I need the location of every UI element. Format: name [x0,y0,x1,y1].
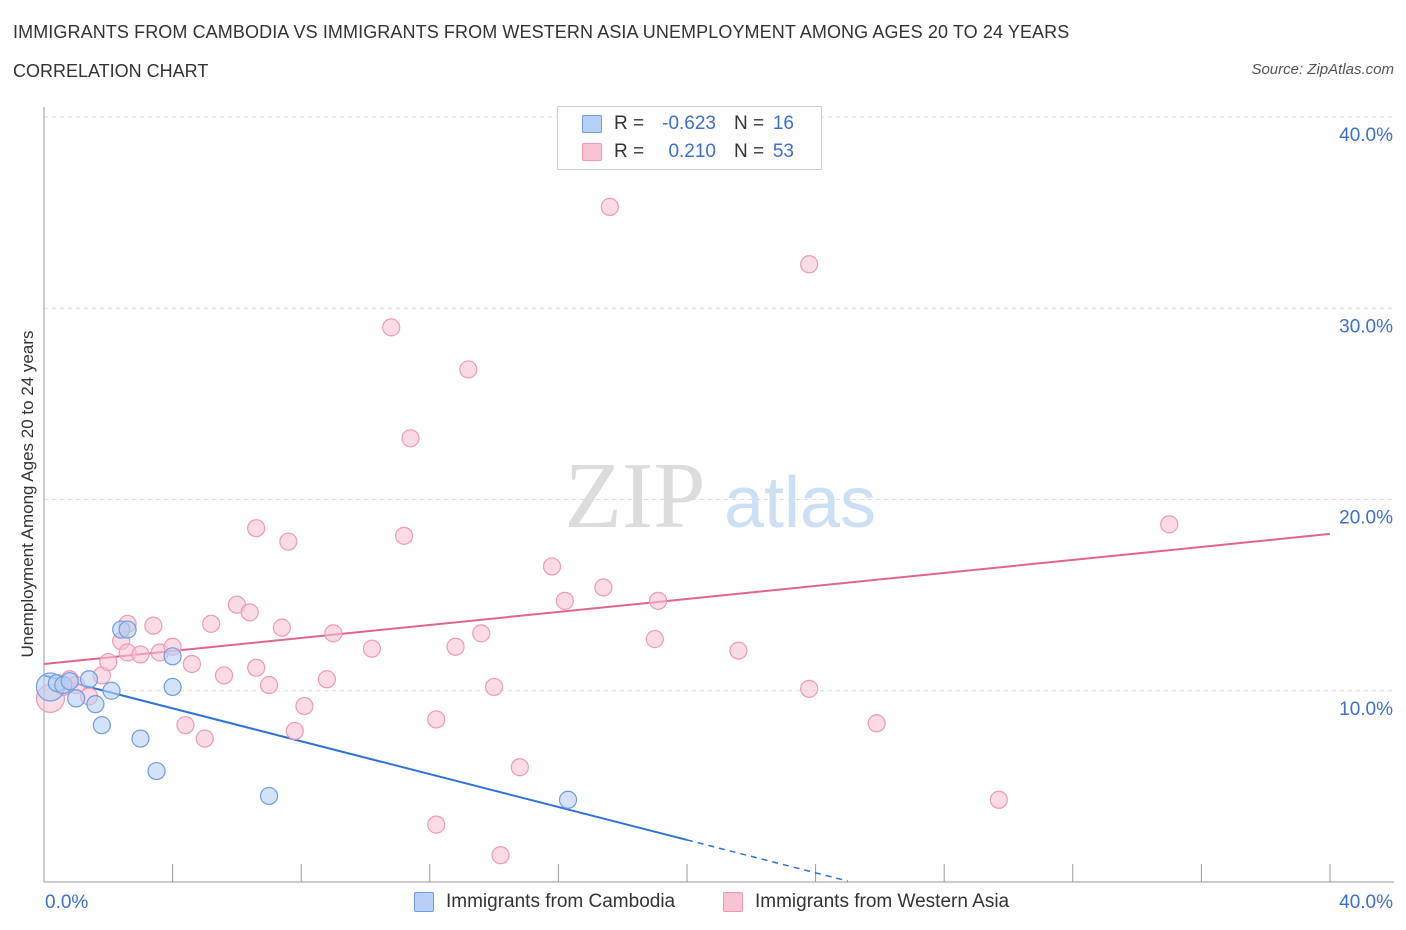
point-cambodia [163,677,182,697]
trend-line-cambodia [43,674,688,841]
y-tick-label: 10.0% [1339,699,1393,720]
legend-row-western-asia: R = 0.210 N = 53 [582,138,794,166]
point-western-asia [600,197,619,216]
point-western-asia [800,255,819,274]
trend-lines [43,532,1331,882]
legend-r-value-cambodia: -0.623 [662,113,716,134]
point-western-asia [195,729,214,748]
point-western-asia [867,714,886,733]
point-cambodia [79,670,99,689]
point-cambodia [147,761,166,781]
point-cambodia [102,681,121,700]
point-western-asia [362,639,382,658]
point-western-asia [176,716,195,735]
point-cambodia [67,689,86,708]
source-credit: Source: ZipAtlas.com [1251,61,1394,78]
point-western-asia [729,641,748,660]
point-western-asia [285,721,304,741]
point-western-asia [247,519,266,538]
point-western-asia [382,318,401,337]
point-western-asia [272,618,292,637]
point-western-asia [648,591,668,610]
point-western-asia [214,666,234,685]
point-western-asia [144,616,163,635]
legend-swatch-cambodia [582,115,602,133]
point-western-asia [1160,515,1179,534]
chart-title: IMMIGRANTS FROM CAMBODIA VS IMMIGRANTS F… [13,22,1070,42]
point-cambodia [60,672,79,691]
point-western-asia [472,624,491,643]
point-cambodia [92,716,111,735]
legend-r-label: R = [614,141,645,162]
chart-subtitle: CORRELATION CHART [13,61,209,81]
legend-row-cambodia: R = -0.623 N = 16 [582,110,794,138]
point-western-asia [279,532,298,551]
axes [43,107,1394,883]
point-western-asia [401,429,420,448]
point-western-asia [491,846,510,865]
legend-r-label: R = [614,113,645,134]
legend-n-value-cambodia: 16 [772,113,794,134]
point-western-asia [800,679,819,698]
point-cambodia [131,729,150,748]
point-cambodia [163,647,182,666]
point-western-asia [459,360,478,379]
bottom-legend-label-cambodia: Immigrants from Cambodia [446,891,676,912]
point-western-asia [427,710,446,729]
watermark-zip: ZIP [565,444,706,548]
legend-n-value-western-asia: 53 [772,141,794,162]
watermark: ZIP atlas [565,444,877,548]
point-western-asia [594,578,613,597]
legend-n-label: N = [734,113,765,134]
point-western-asia [485,677,504,697]
data-points [35,197,1179,865]
point-western-asia [645,630,664,649]
legend-n-label: N = [734,141,765,162]
point-western-asia [446,637,465,656]
point-cambodia [558,790,578,809]
trend-line-western-asia [43,532,1331,665]
trend-line-cambodia-extrapolated [686,839,848,882]
point-western-asia [259,675,279,695]
point-western-asia [202,614,221,633]
point-western-asia [542,557,562,576]
watermark-atlas: atlas [724,463,876,543]
axis-ticks: 10.0% 20.0% 30.0% 40.0% 0.0% 40.0% [43,125,1393,913]
bottom-legend-swatch-cambodia [414,892,434,912]
point-western-asia [182,654,201,674]
y-tick-label: 20.0% [1339,508,1393,529]
y-tick-label: 40.0% [1339,125,1393,146]
bottom-legend-label-western-asia: Immigrants from Western Asia [755,891,1010,912]
point-western-asia [324,624,343,643]
point-western-asia [247,658,266,677]
bottom-legend-swatch-western-asia [723,892,743,912]
point-cambodia [86,695,105,714]
point-western-asia [99,652,118,672]
legend-r-value-western-asia: 0.210 [668,141,716,162]
point-western-asia [131,645,150,664]
point-western-asia [510,758,529,777]
legend-swatch-western-asia [582,143,602,161]
point-western-asia [427,815,446,834]
point-western-asia [555,591,574,610]
y-tick-label: 30.0% [1339,316,1393,337]
stats-legend: R = -0.623 N = 16 R = 0.210 N = 53 [557,106,822,170]
point-cambodia [259,786,279,806]
point-western-asia [317,670,337,689]
point-cambodia [118,620,137,639]
point-western-asia [295,696,314,716]
point-western-asia [394,526,414,545]
point-western-asia [240,603,259,622]
bottom-legend-cambodia: Immigrants from Cambodia [414,890,675,914]
point-western-asia [989,790,1008,809]
x-tick-label-min: 0.0% [45,892,88,913]
x-tick-label-max: 40.0% [1339,892,1393,913]
bottom-legend-western-asia: Immigrants from Western Asia [723,890,1009,914]
